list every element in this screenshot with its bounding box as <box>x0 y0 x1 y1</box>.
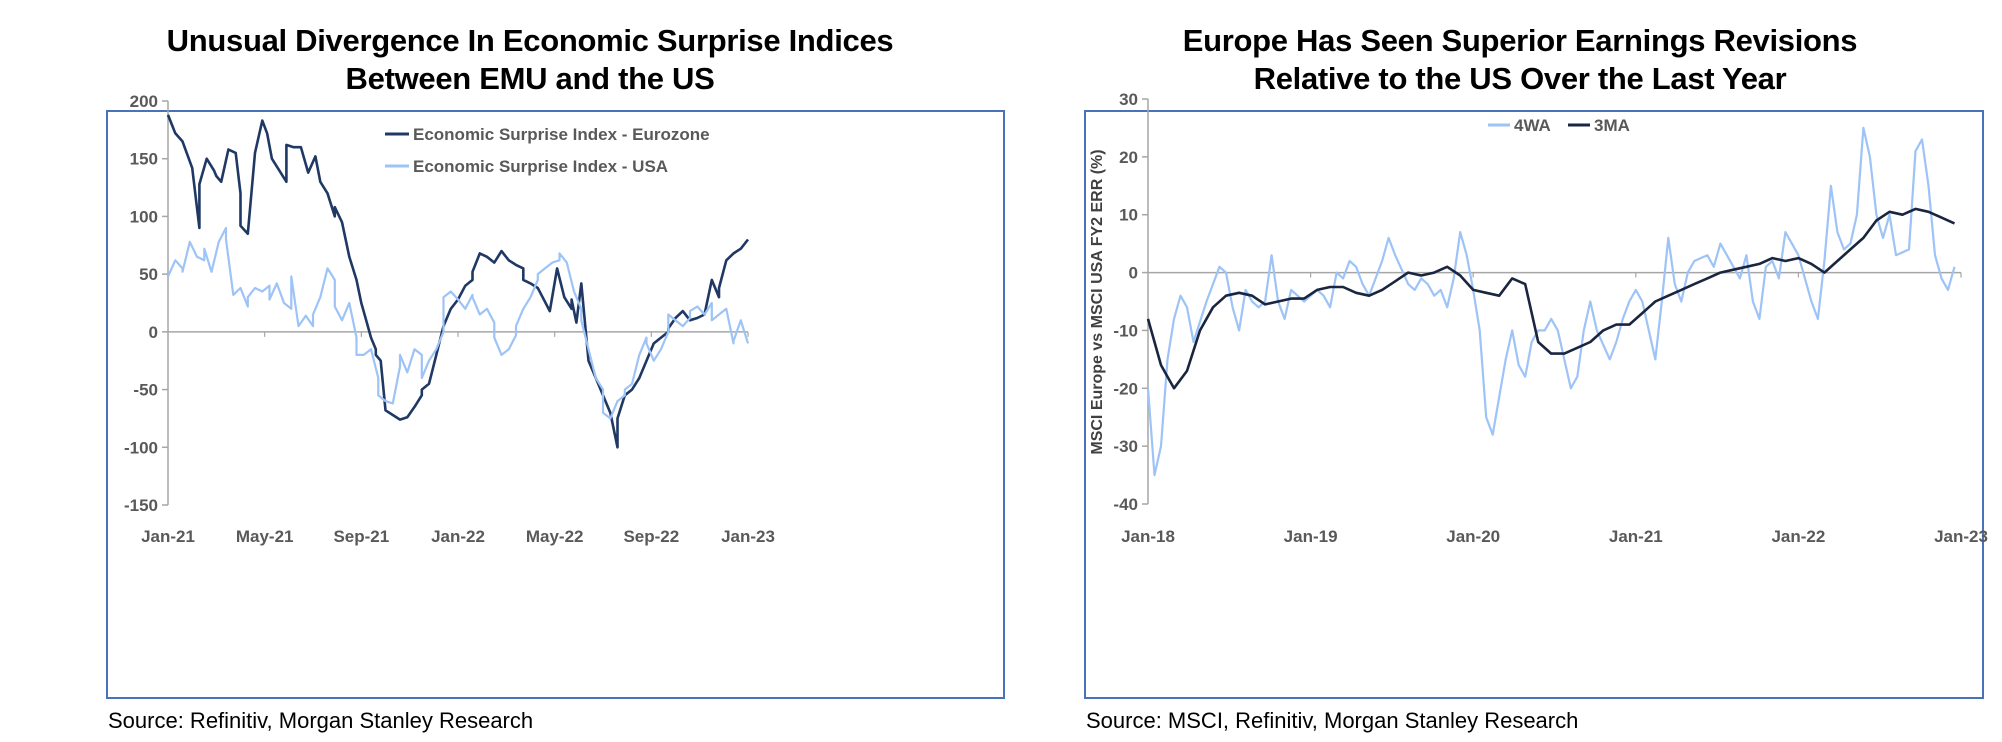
x-tick-label: Jan-19 <box>1284 527 1338 546</box>
y-tick-label: -30 <box>1113 437 1138 456</box>
y-tick-label: -100 <box>124 438 158 457</box>
y-tick-label: -40 <box>1113 495 1138 514</box>
left-chart-title-line-1: Unusual Divergence In Economic Surprise … <box>166 23 894 58</box>
y-tick-label: 10 <box>1119 206 1138 225</box>
x-tick-label: Jan-22 <box>1771 527 1825 546</box>
legend: 4WA 3MA <box>1488 116 1630 135</box>
x-tick-label: Jan-23 <box>1934 527 1988 546</box>
y-tick-label: 100 <box>130 207 158 226</box>
legend-label: 4WA <box>1514 116 1551 135</box>
y-tick-label: 20 <box>1119 148 1138 167</box>
y-tick-label: 50 <box>139 265 158 284</box>
x-tick-label: May-22 <box>526 527 584 546</box>
y-tick-label: 0 <box>149 323 158 342</box>
right-chart-title-line-2: Relative to the US Over the Last Year <box>1253 61 1787 96</box>
y-tick-label: -150 <box>124 496 158 515</box>
y-tick-label: 30 <box>1119 90 1138 109</box>
left-chart-title: Unusual Divergence In Economic Surprise … <box>110 22 950 98</box>
legend-label: Economic Surprise Index - Eurozone <box>413 125 710 144</box>
series-line-4wa <box>1146 126 1956 477</box>
y-tick-label: -20 <box>1113 379 1138 398</box>
y-tick-label: -50 <box>133 381 158 400</box>
right-chart-source: Source: MSCI, Refinitiv, Morgan Stanley … <box>1086 708 1579 733</box>
series-line-economic-surprise-index-usa <box>166 226 750 420</box>
y-tick-label: 0 <box>1129 264 1138 283</box>
legend-label: Economic Surprise Index - USA <box>413 157 668 176</box>
left-chart-frame <box>106 110 1005 699</box>
right-chart-title: Europe Has Seen Superior Earnings Revisi… <box>1100 22 1940 98</box>
y-tick-label: -10 <box>1113 321 1138 340</box>
series-line-3ma <box>1146 207 1956 390</box>
y-axis-title: MSCI Europe vs MSCI USA FY2 ERR (%) <box>1089 149 1106 454</box>
y-tick-label: 200 <box>130 92 158 111</box>
left-chart-plot: 200 150 100 50 0 -50 -100 -150 Jan-21 May-21 Sep-2… <box>124 92 775 546</box>
legend-label: 3MA <box>1594 116 1630 135</box>
right-chart-title-line-1: Europe Has Seen Superior Earnings Revisi… <box>1182 23 1858 58</box>
x-tick-label: Jan-20 <box>1446 527 1500 546</box>
x-tick-label: Jan-18 <box>1121 527 1175 546</box>
x-tick-label: May-21 <box>236 527 294 546</box>
y-tick-label: 150 <box>130 150 158 169</box>
right-chart-plot: 30 20 10 0 -10 -20 -30 -40 Jan-18 Jan-19 Jan-20 Jan… <box>1089 90 1988 546</box>
x-tick-label: Sep-22 <box>623 527 679 546</box>
x-tick-label: Jan-22 <box>431 527 485 546</box>
legend: Economic Surprise Index - Eurozone Econom… <box>385 125 710 176</box>
x-tick-label: Jan-21 <box>1609 527 1663 546</box>
left-chart-source: Source: Refinitiv, Morgan Stanley Resear… <box>108 708 534 733</box>
x-tick-label: Jan-21 <box>141 527 195 546</box>
x-tick-label: Jan-23 <box>721 527 775 546</box>
series-line-economic-surprise-index-eurozone <box>166 114 750 449</box>
x-tick-label: Sep-21 <box>333 527 389 546</box>
left-chart-title-line-2: Between EMU and the US <box>345 61 715 96</box>
